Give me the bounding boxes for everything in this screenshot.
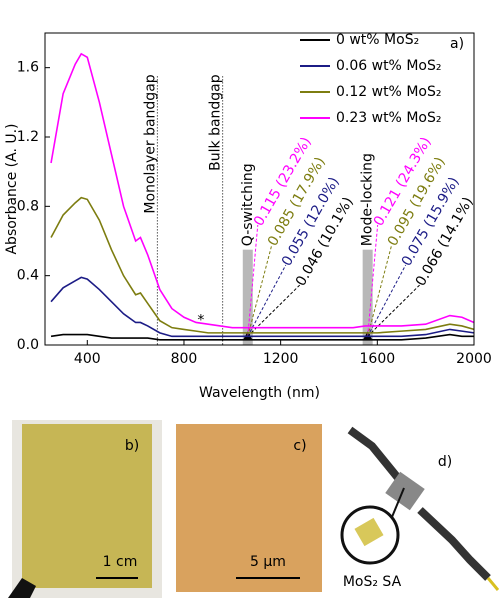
panel-label: d) (438, 454, 452, 470)
y-tick-label: 0.0 (17, 337, 39, 353)
band (242, 249, 253, 345)
x-tick-label: 1600 (360, 351, 396, 367)
leader (247, 284, 301, 337)
bandgap-label: Monolayer bandgap (142, 74, 158, 213)
legend-label: 0.12 wt% MoS₂ (336, 84, 441, 100)
y-tick-label: 1.2 (17, 129, 39, 145)
film-photo (22, 424, 152, 588)
series-line (50, 52, 475, 329)
series-line (50, 333, 474, 341)
x-tick-label: 800 (171, 351, 198, 367)
band-label: Q-switching (240, 163, 256, 246)
y-axis-title: Absorbance (A. U.) (4, 123, 20, 254)
tweezer (8, 578, 36, 598)
legend-label: 0.06 wt% MoS₂ (336, 58, 441, 74)
panel-label: c) (293, 438, 306, 454)
x-axis-title: Wavelength (nm) (199, 385, 320, 401)
panel-label: a) (450, 36, 464, 52)
y-tick-label: 1.6 (17, 60, 39, 76)
y-tick-label: 0.4 (17, 268, 39, 284)
band (362, 249, 373, 345)
micro-photo (176, 424, 322, 592)
leader (367, 284, 421, 337)
x-tick-label: 400 (74, 351, 101, 367)
leader (367, 224, 379, 337)
leader (247, 264, 287, 337)
plot-frame (44, 32, 475, 346)
sa-schematic (340, 426, 499, 591)
leader (247, 224, 259, 337)
leader (367, 264, 407, 337)
series-line (50, 276, 475, 338)
bandgap-label: Bulk bandgap (208, 74, 224, 171)
series-line (50, 196, 475, 334)
leader (247, 244, 273, 337)
leader (367, 244, 393, 337)
caption: MoS₂ SA (343, 574, 402, 590)
y-tick-label: 0.8 (17, 198, 39, 214)
x-tick-label: 1200 (263, 351, 299, 367)
legend-label: 0.23 wt% MoS₂ (336, 110, 441, 126)
band-label: Mode-locking (360, 153, 376, 246)
scale-text: 5 µm (250, 554, 286, 570)
star: * (197, 313, 204, 329)
legend-label: 0 wt% MoS₂ (336, 32, 419, 48)
panel-label: b) (125, 438, 139, 454)
x-tick-label: 2000 (456, 351, 492, 367)
scale-text: 1 cm (103, 554, 138, 570)
